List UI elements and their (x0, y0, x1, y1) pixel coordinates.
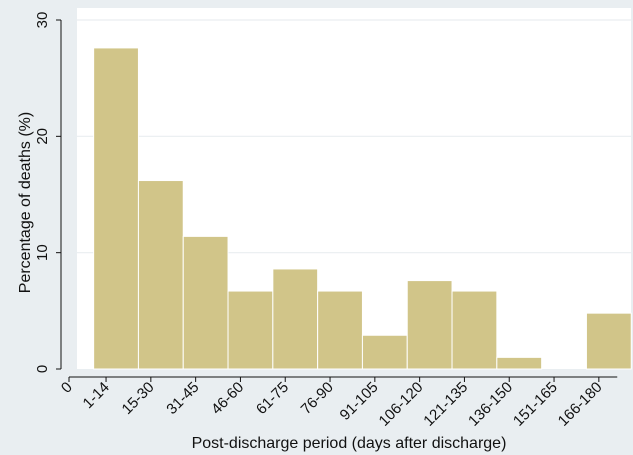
bar-1-14 (93, 47, 139, 370)
bar-136-150 (496, 356, 543, 370)
bars (93, 47, 632, 370)
axes (56, 19, 618, 382)
y-tick-label-0: 0 (34, 365, 51, 373)
y-tick-label-20: 20 (34, 128, 51, 145)
y-tick-label-30: 30 (34, 12, 51, 29)
bar-15-30 (137, 180, 184, 370)
bar-46-60 (227, 290, 274, 370)
bar-91-105 (361, 334, 408, 370)
x-axis-title: Post-discharge period (days after discha… (192, 435, 507, 452)
y-tick-labels: 0 10 20 30 (34, 12, 51, 374)
y-axis-title: Percentage of deaths (%) (17, 112, 34, 293)
y-tick-label-10: 10 (34, 244, 51, 261)
bar-106-120 (406, 280, 453, 370)
bar-166-180 (585, 312, 632, 370)
bar-76-90 (317, 290, 363, 370)
bar-121-135 (451, 290, 498, 370)
bar-61-75 (272, 268, 319, 370)
bar-31-45 (182, 235, 229, 370)
